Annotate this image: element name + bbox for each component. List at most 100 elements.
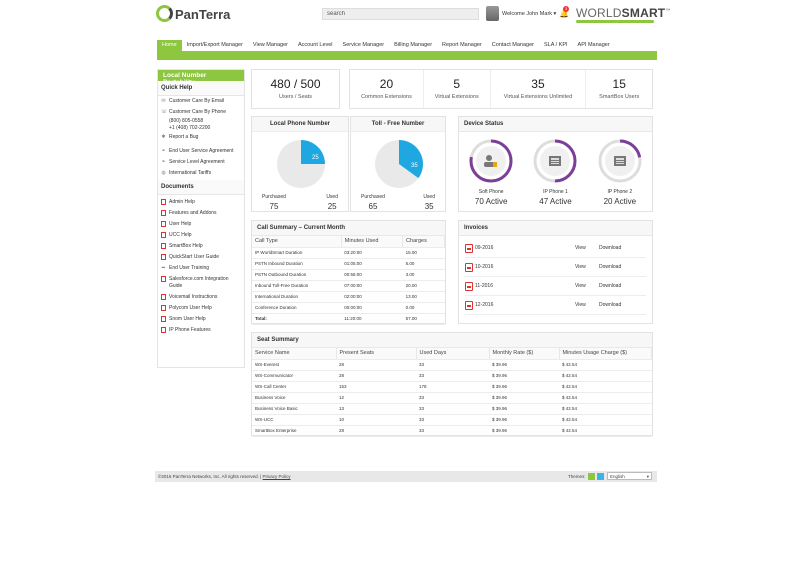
mail-icon: ✉ — [161, 98, 166, 104]
nav-sla-kpi[interactable]: SLA / KPI — [544, 42, 568, 48]
purchased-block: Purchased 65 — [361, 194, 385, 211]
download-link[interactable]: Download — [599, 264, 622, 270]
sidebar-doc-item[interactable]: User Help — [158, 219, 244, 230]
brand-left: WORLD — [576, 6, 622, 20]
ext-virtual: 5 Virtual Extensions — [424, 70, 491, 108]
nav-contact-manager[interactable]: Contact Manager — [491, 42, 534, 48]
device-item[interactable]: IP Phone 2 20 Active — [592, 137, 648, 206]
sidebar-item-label: Customer Care By Phone — [169, 109, 226, 115]
device-ring — [598, 139, 642, 183]
avatar[interactable] — [486, 6, 499, 21]
device-item[interactable]: Soft Phone 70 Active — [463, 137, 519, 206]
sidebar-item-label: Service Level Agreement — [169, 159, 225, 165]
invoice-row: 10-2016 View Download — [465, 258, 646, 277]
panterra-logo[interactable]: PanTerra — [175, 7, 231, 22]
view-link[interactable]: View — [575, 302, 586, 308]
sidebar-doc-item[interactable]: IP Phone Features — [158, 325, 244, 336]
download-link[interactable]: Download — [599, 245, 622, 251]
download-link[interactable]: Download — [599, 283, 622, 289]
nav-api-manager[interactable]: API Manager — [577, 42, 610, 48]
sidebar-item-sla[interactable]: ⚭ Service Level Agreement — [158, 157, 244, 168]
sidebar-item-tariffs[interactable]: ◍ International Tariffs — [158, 168, 244, 179]
sidebar-item-label: Polycom User Help — [169, 305, 212, 311]
sidebar-item-phone[interactable]: ☏ Customer Care By Phone — [158, 107, 244, 118]
ext-label: Virtual Extensions — [434, 94, 479, 100]
table-cell: 33 — [416, 414, 489, 426]
sidebar-item-bug[interactable]: ✱ Report a Bug — [158, 132, 244, 143]
sidebar-doc-item[interactable]: Admin Help — [158, 197, 244, 208]
ext-label: Virtual Extensions Unlimited — [503, 94, 573, 100]
users-seats-label: Users / Seats — [278, 94, 312, 100]
sidebar-doc-item[interactable]: Snom User Help — [158, 314, 244, 325]
sidebar-doc-item[interactable]: Polycom User Help — [158, 303, 244, 314]
download-link[interactable]: Download — [599, 302, 622, 308]
extensions-panel: 20 Common Extensions 5 Virtual Extension… — [349, 69, 653, 109]
table-cell: 33 — [416, 359, 489, 371]
table-cell: 13.00 — [402, 291, 445, 303]
pdf-icon[interactable] — [465, 300, 473, 310]
sidebar-doc-item[interactable]: ➥ End User Training — [158, 263, 244, 274]
table-row: International Duration 02:00:00 13.00 — [252, 291, 445, 303]
pdf-icon[interactable] — [465, 281, 473, 291]
sidebar-doc-item[interactable]: SmartBox Help — [158, 241, 244, 252]
sidebar-doc-item[interactable]: Features and Addons — [158, 208, 244, 219]
theme-blue-swatch[interactable] — [597, 473, 604, 480]
privacy-policy-link[interactable]: Privacy Policy — [262, 474, 291, 479]
sidebar-doc-item[interactable]: UCC Help — [158, 230, 244, 241]
desk-phone-icon — [613, 156, 626, 166]
table-cell: Business Voice Basic — [252, 403, 336, 415]
nav-report-manager[interactable]: Report Manager — [442, 42, 482, 48]
purchased-label: Purchased — [361, 194, 385, 200]
sidebar-doc-item[interactable]: Voicemail Instructions — [158, 292, 244, 303]
user-menu[interactable]: Welcome John Mark ▾ — [502, 11, 557, 17]
table-row: Conference Duration 00:00:00 0.00 — [252, 302, 445, 314]
user-phone-icon — [484, 155, 498, 167]
lnp-button[interactable]: Local Number Portability — [158, 70, 244, 86]
nav-account-level[interactable]: Account Level — [297, 42, 333, 48]
table-row: Business Voice Basic 13 33 $ 39.96 $ 42.54 — [252, 403, 652, 415]
nav-service-manager[interactable]: Service Manager — [342, 42, 385, 48]
pdf-icon[interactable] — [465, 243, 473, 253]
table-cell: $ 39.96 — [489, 392, 559, 404]
sidebar-item-eusa[interactable]: ⚭ End User Service Agreement — [158, 146, 244, 157]
call-summary-panel: Call Summary – Current Month Call Type Mi… — [251, 220, 446, 325]
sidebar-doc-item[interactable]: QuickStart User Guide — [158, 252, 244, 263]
footer: ©2016 PanTerra Networks, Inc. All rights… — [155, 471, 657, 482]
search-input[interactable] — [322, 8, 479, 20]
pdf-icon — [161, 210, 166, 216]
pdf-icon[interactable] — [465, 262, 473, 272]
table-cell: $ 42.54 — [559, 392, 652, 404]
column-header: Minutes Usage Charge ($) — [559, 348, 652, 360]
theme-green-swatch[interactable] — [588, 473, 595, 480]
sidebar-doc-item[interactable]: Salesforce.com Integration Guide — [158, 274, 244, 292]
nav-billing-manager[interactable]: Billing Manager — [394, 42, 433, 48]
device-item[interactable]: IP Phone 1 47 Active — [527, 137, 583, 206]
table-cell: $ 42.54 — [559, 381, 652, 393]
table-cell: 33 — [416, 425, 489, 437]
table-cell: PSTN Inbound Duration — [252, 258, 342, 270]
ring-progress — [533, 139, 577, 183]
bell-icon[interactable]: 🔔 — [559, 9, 569, 18]
call-summary-table: Call Type Minutes Used Charges IP WorldSma… — [252, 236, 445, 325]
local-phone-panel: Local Phone Number 25 Purchased 75 Used 25 — [251, 116, 349, 212]
ext-label: Common Extensions — [361, 94, 412, 100]
invoice-date: 12-2016 — [475, 302, 494, 308]
nav-import-export[interactable]: Import/Export Manager — [186, 42, 243, 48]
table-cell: WS-Everest — [252, 359, 336, 371]
sidebar-item-email[interactable]: ✉ Customer Care By Email — [158, 96, 244, 107]
sidebar-item-label: Salesforce.com Integration Guide — [169, 276, 229, 289]
nav-view-manager[interactable]: View Manager — [252, 42, 288, 48]
nav-home[interactable]: Home — [157, 40, 182, 51]
seat-summary-title: Seat Summary — [252, 333, 652, 348]
view-link[interactable]: View — [575, 245, 586, 251]
device-name: Soft Phone — [478, 189, 504, 195]
language-select[interactable]: English ▾ — [607, 472, 652, 480]
purchased-value: 65 — [368, 202, 378, 211]
invoice-row: 11-2016 View Download — [465, 277, 646, 296]
pdf-icon — [161, 243, 166, 249]
pdf-icon — [161, 316, 166, 322]
device-name: IP Phone 2 — [607, 189, 633, 195]
view-link[interactable]: View — [575, 283, 586, 289]
table-cell: $ 42.54 — [559, 370, 652, 382]
view-link[interactable]: View — [575, 264, 586, 270]
